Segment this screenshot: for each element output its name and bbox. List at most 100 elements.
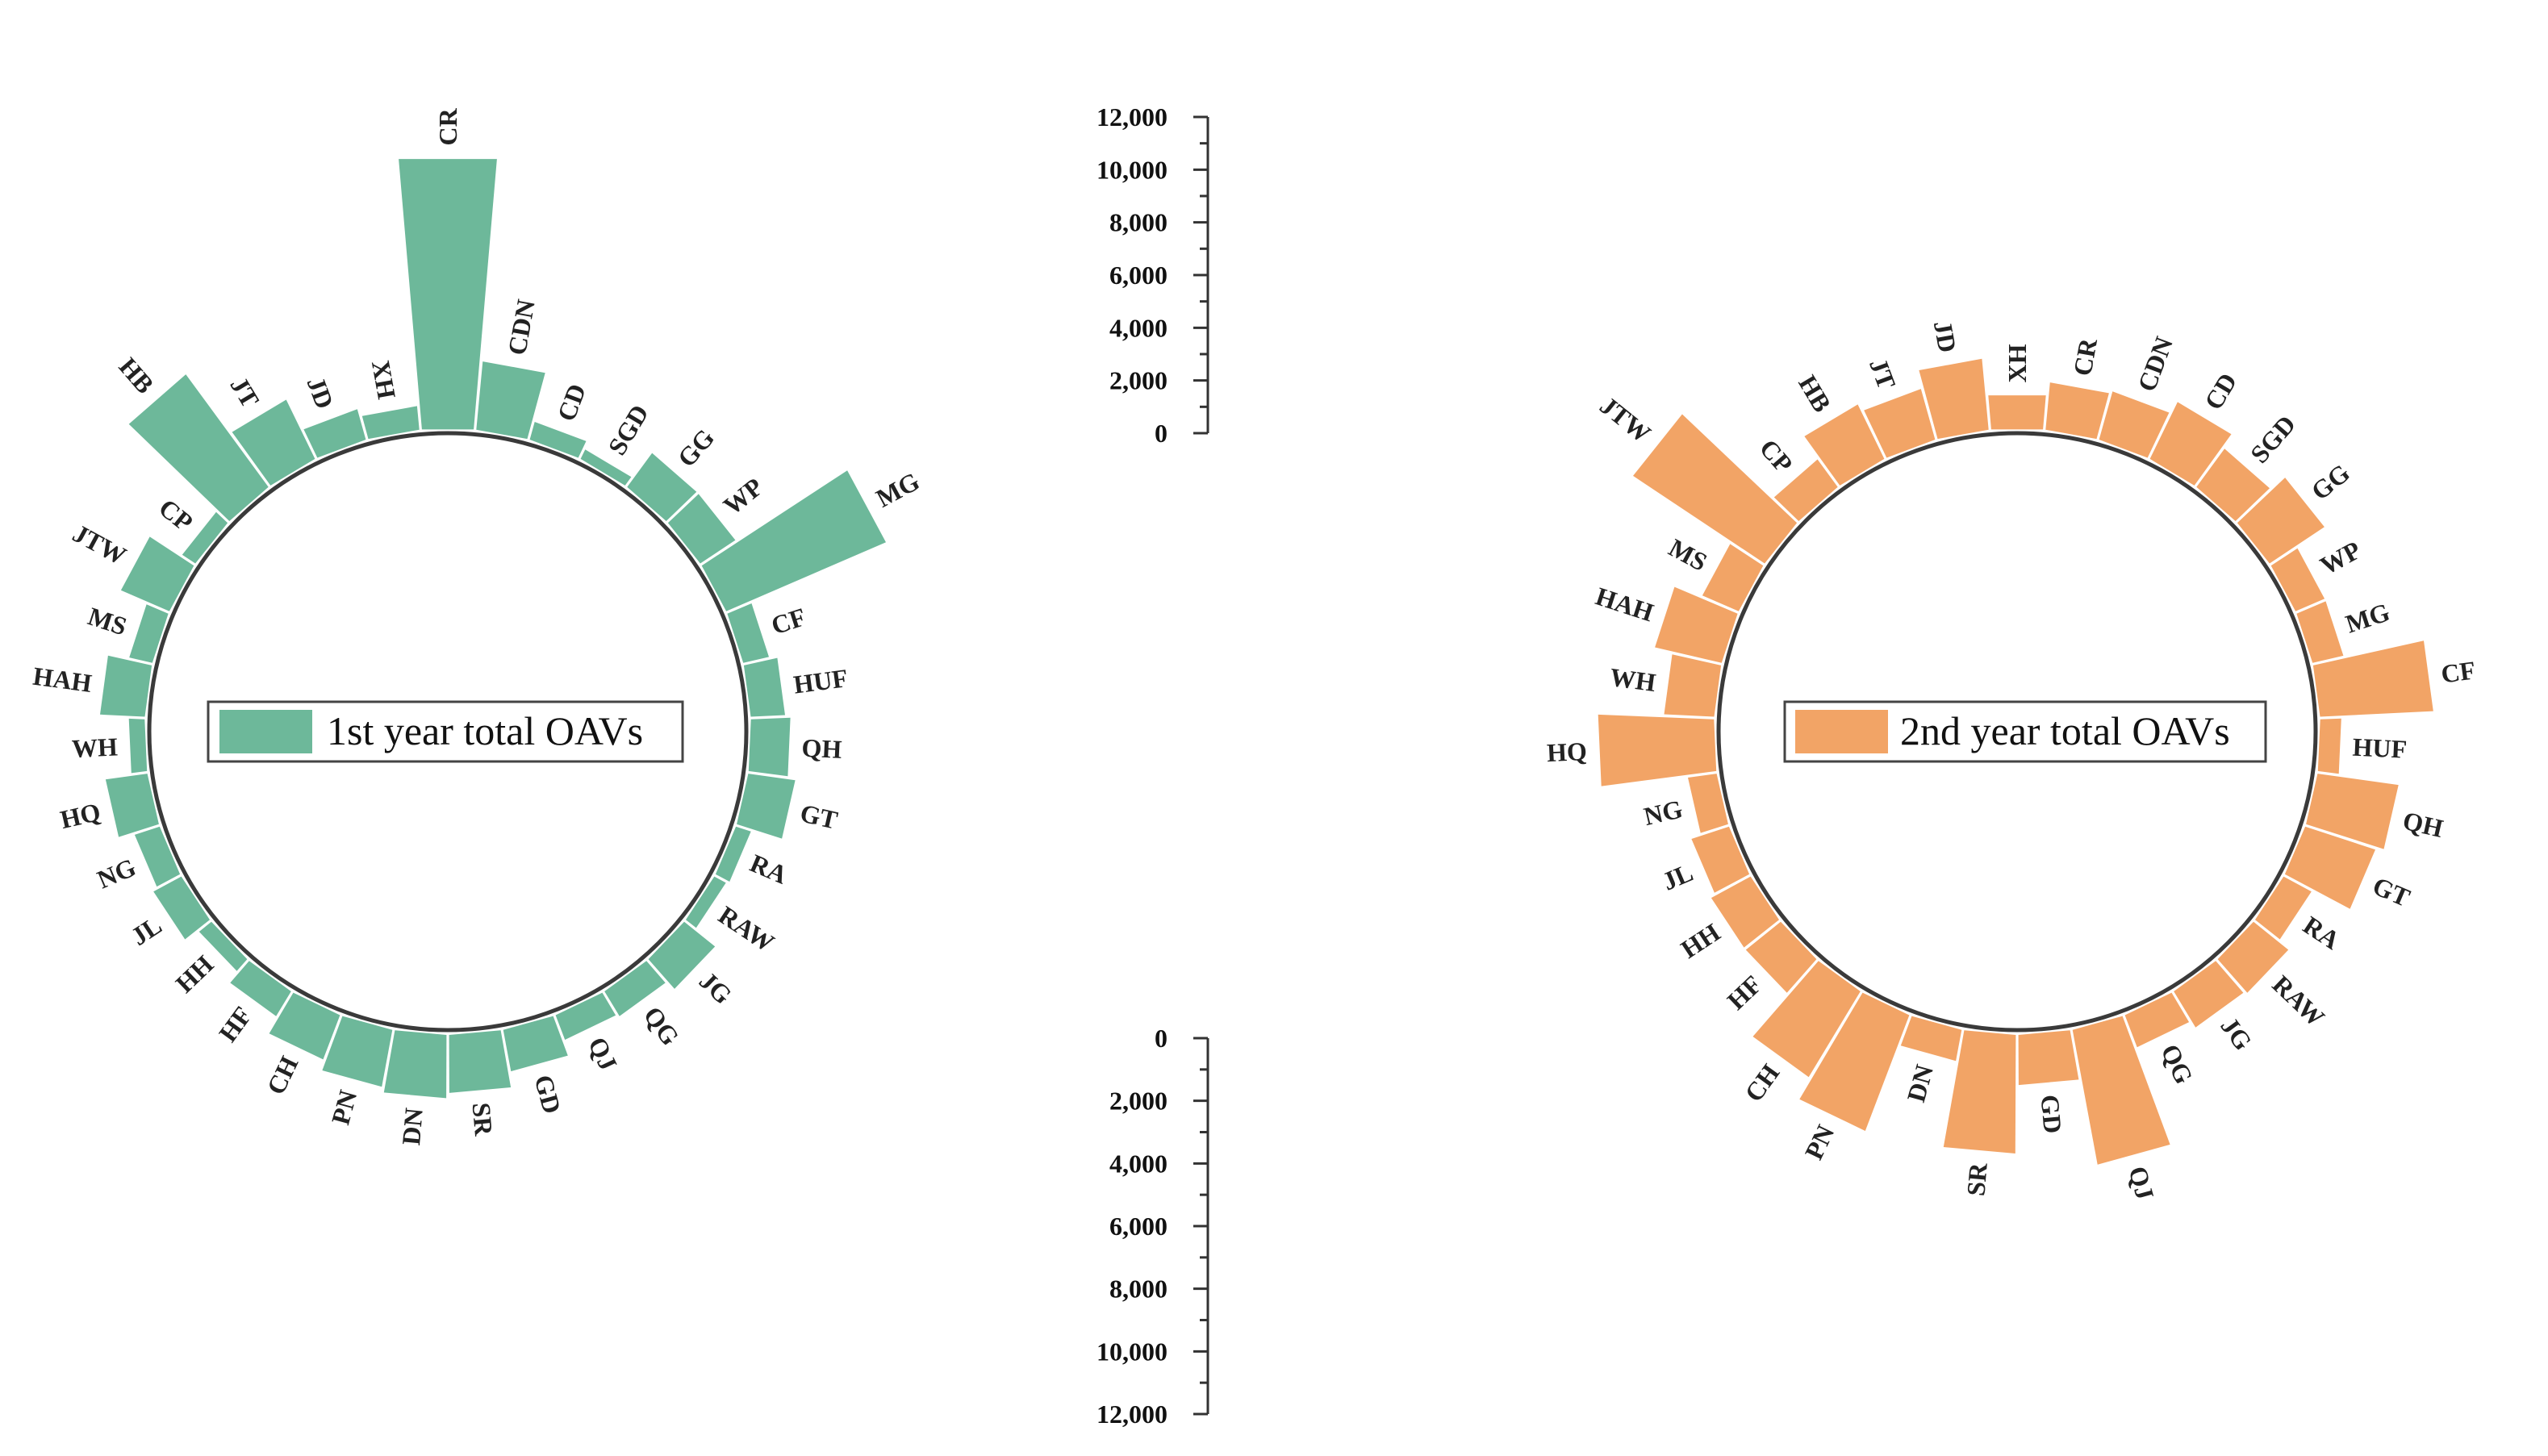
bar-hh	[1711, 876, 1779, 948]
bar-jd	[303, 409, 366, 458]
bar-label-hq: HQ	[57, 797, 103, 834]
bar-label-cd: CD	[551, 380, 591, 425]
bar-label-cf: CF	[2439, 655, 2477, 688]
bar-hah	[100, 655, 152, 717]
bar-label-cr: CR	[2067, 336, 2103, 378]
bar-wp	[667, 494, 736, 564]
bar-label-huf: HUF	[2352, 732, 2408, 764]
bar-label-jg: JG	[2215, 1012, 2258, 1055]
bar-wp	[2270, 548, 2325, 611]
bar-cp	[1773, 459, 1838, 521]
top-value-axis: 12,000 10,000 8,000 6,000 4,000 2,000 0	[1096, 102, 1209, 448]
bar-label-jt: JT	[224, 372, 265, 413]
bar-label-sgd: SGD	[602, 399, 654, 460]
bar-label-raw: RAW	[2267, 970, 2331, 1033]
bar-jtw	[120, 536, 194, 611]
bar-label-ch: CH	[261, 1051, 303, 1099]
bar-label-wh: WH	[1608, 662, 1657, 697]
legend-label: 1st year total OAVs	[327, 708, 643, 753]
bar-label-jd: JD	[1928, 319, 1962, 355]
bar-cdn	[2099, 391, 2170, 458]
bar-label-gg: GG	[2306, 458, 2355, 506]
bar-label-xh: XH	[2003, 344, 2032, 382]
tick-label: 6,000	[1109, 1212, 1167, 1241]
bar-label-hf: HF	[213, 1001, 257, 1047]
tick-label: 8,000	[1109, 208, 1167, 237]
bar-ms	[129, 604, 169, 663]
bar-jg	[648, 921, 716, 989]
legend-swatch	[219, 710, 312, 753]
bar-ra	[2255, 876, 2312, 940]
bar-wh	[128, 718, 148, 774]
tick-label: 12,000	[1096, 102, 1167, 131]
bar-cdn	[476, 361, 545, 440]
tick-label: 4,000	[1109, 313, 1167, 342]
bar-ch	[269, 992, 340, 1060]
bar-cf	[727, 603, 769, 663]
bar-cd	[2149, 402, 2232, 486]
bar-jl	[153, 876, 210, 940]
bar-jg	[2174, 961, 2244, 1028]
bar-label-sr: SR	[1961, 1161, 1993, 1197]
tick-label: 10,000	[1096, 1337, 1167, 1366]
legend-swatch	[1795, 710, 1888, 753]
bar-label-qh: QH	[2400, 806, 2446, 843]
bar-gt	[2284, 826, 2375, 909]
bar-qj	[555, 992, 616, 1040]
bar-label-qg: QG	[2155, 1040, 2199, 1089]
bar-jt	[232, 399, 315, 486]
bar-mg	[701, 470, 886, 611]
bar-gg	[627, 453, 697, 521]
bar-label-hh: HH	[1676, 917, 1725, 964]
bar-cf	[2312, 640, 2433, 717]
bar-pn	[1799, 992, 1910, 1131]
bar-label-mg: MG	[871, 466, 925, 513]
bottom-value-axis: 0 2,000 4,000 6,000 8,000 10,000 12,000	[1096, 1024, 1209, 1429]
inner-circle	[147, 431, 749, 1033]
bar-label-hq: HQ	[1546, 736, 1587, 767]
tick-label: 0	[1155, 1024, 1167, 1053]
bar-label-cr: CR	[433, 107, 462, 145]
bar-label-ms: MS	[85, 601, 131, 640]
tick-label: 4,000	[1109, 1149, 1167, 1178]
bar-label-jtw: JTW	[68, 518, 131, 570]
bar-gg	[2237, 478, 2325, 564]
bar-qh	[748, 717, 791, 777]
bar-mg	[2296, 601, 2344, 663]
bar-label-ng: NG	[93, 853, 140, 895]
bar-raw	[2217, 921, 2289, 993]
bar-cd	[529, 422, 587, 458]
bar-label-jl: JL	[126, 910, 167, 951]
tick-label: 12,000	[1096, 1400, 1167, 1429]
bar-huf	[2317, 718, 2341, 774]
bar-raw	[686, 876, 726, 928]
bar-sgd	[580, 449, 632, 486]
bar-label-dn: DN	[1901, 1062, 1939, 1105]
bar-jd	[1919, 358, 1989, 440]
bar-ng	[1688, 774, 1728, 833]
bar-hb	[1804, 404, 1885, 486]
bar-label-cp: CP	[1754, 433, 1798, 478]
bar-label-hf: HF	[1721, 970, 1767, 1016]
bar-label-gd: GD	[528, 1072, 566, 1117]
tick-label: 10,000	[1096, 155, 1167, 184]
bar-xh	[361, 406, 420, 440]
bar-label-pn: PN	[325, 1087, 362, 1128]
bar-ms	[1702, 544, 1764, 611]
bar-huf	[743, 657, 785, 717]
tick-label: 8,000	[1109, 1275, 1167, 1304]
bar-hf	[230, 961, 291, 1016]
bar-qg	[604, 961, 666, 1016]
bar-xh	[1988, 395, 2046, 430]
bar-pn	[322, 1016, 393, 1087]
bar-label-qh: QH	[801, 733, 842, 764]
bar-label-dn: DN	[396, 1107, 428, 1146]
bar-cp	[182, 511, 228, 564]
bar-jtw	[1633, 414, 1798, 564]
bar-label-huf: HUF	[792, 663, 850, 699]
bar-label-wp: WP	[2315, 535, 2365, 580]
bar-label-qj: QJ	[583, 1033, 623, 1074]
